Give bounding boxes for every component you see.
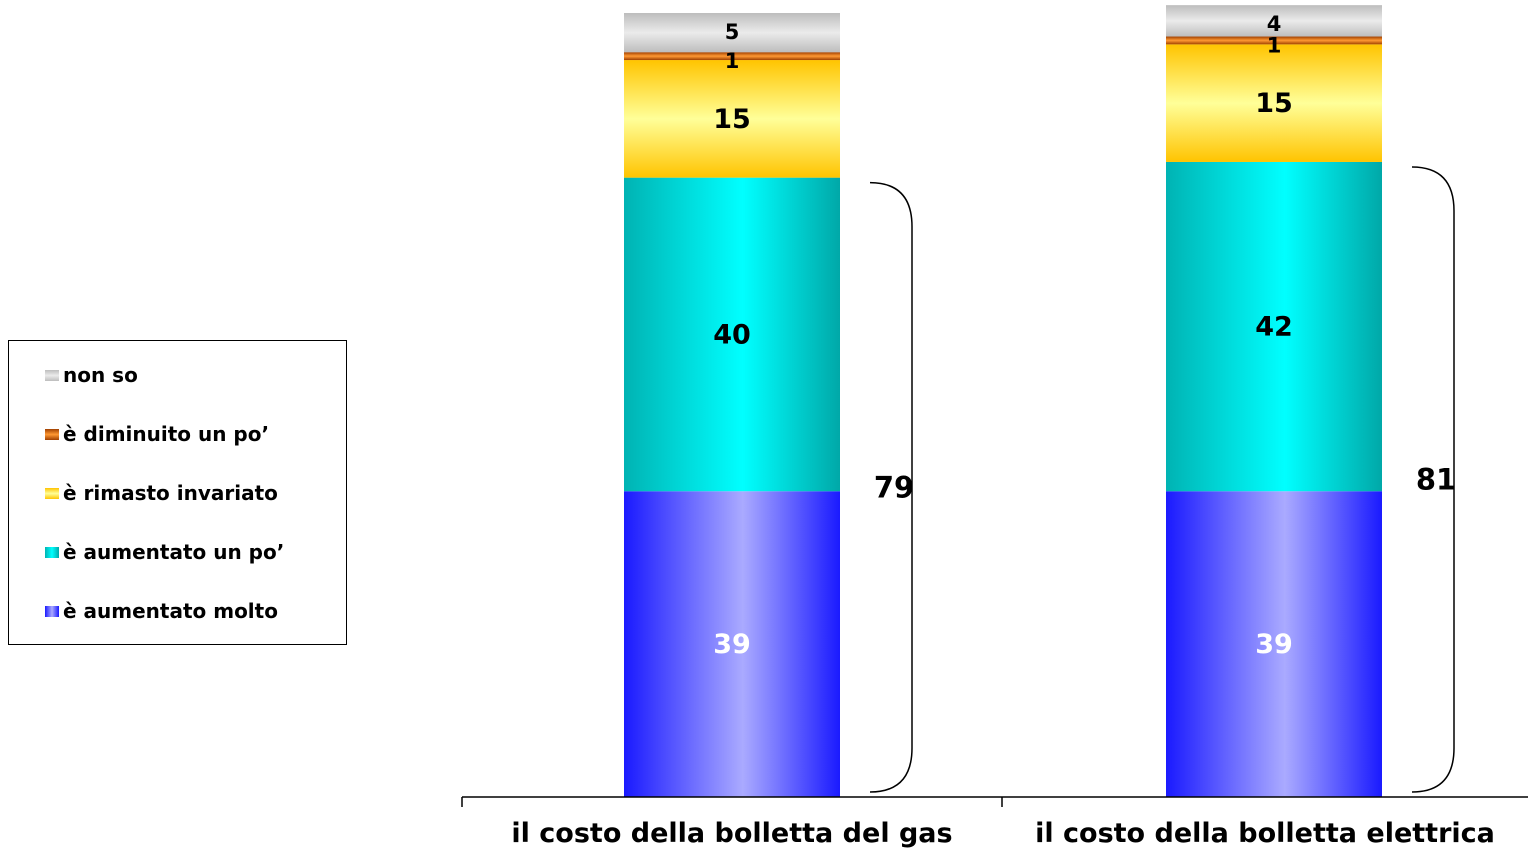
legend-swatch xyxy=(45,605,59,617)
category-label-gas: il costo della bolletta del gas xyxy=(511,818,953,849)
data-label-non-so: 5 xyxy=(725,20,740,44)
bar-segment-non-so xyxy=(1166,5,1382,37)
legend-item-diminuito: è diminuito un po’ xyxy=(45,422,269,446)
bar-segment-diminuito xyxy=(1166,36,1382,45)
legend-label: è rimasto invariato xyxy=(63,481,278,505)
data-label-aumentato-un-po: 40 xyxy=(713,319,751,350)
bar-segment-aumentato-un-po xyxy=(624,177,840,492)
data-label-diminuito: 1 xyxy=(1267,34,1282,58)
bar-segment-invariato xyxy=(624,60,840,178)
bracket-total-label: 81 xyxy=(1416,462,1456,496)
data-label-aumentato-molto: 39 xyxy=(713,629,751,660)
legend-label: non so xyxy=(63,363,138,387)
bar-segment-non-so xyxy=(624,13,840,53)
bar-segment-invariato xyxy=(1166,44,1382,162)
legend-swatch xyxy=(45,369,59,381)
data-label-diminuito: 1 xyxy=(725,49,740,73)
legend-item-aumentato-un-po: è aumentato un po’ xyxy=(45,540,284,564)
chart-legend: non so è diminuito un po’ è rimasto inva… xyxy=(8,340,347,645)
legend-item-non-so: non so xyxy=(45,363,138,387)
bracket-curve xyxy=(1411,166,1455,793)
data-label-invariato: 15 xyxy=(1255,88,1293,119)
bar-segment-aumentato-molto xyxy=(1166,491,1382,797)
legend-label: è aumentato molto xyxy=(63,599,278,623)
legend-item-aumentato-molto: è aumentato molto xyxy=(45,599,278,623)
data-label-invariato: 15 xyxy=(713,104,751,135)
data-label-aumentato-molto: 39 xyxy=(1255,629,1293,660)
legend-swatch xyxy=(45,428,59,440)
bar-segment-diminuito xyxy=(624,52,840,61)
bar-segment-aumentato-un-po xyxy=(1166,161,1382,492)
legend-swatch xyxy=(45,487,59,499)
data-label-aumentato-un-po: 42 xyxy=(1255,312,1293,343)
legend-item-invariato: è rimasto invariato xyxy=(45,481,278,505)
bar-segment-aumentato-molto xyxy=(624,491,840,797)
bracket-total-label: 79 xyxy=(874,470,914,504)
legend-swatch xyxy=(45,546,59,558)
data-label-non-so: 4 xyxy=(1267,12,1282,36)
category-label-elettrica: il costo della bolletta elettrica xyxy=(1035,818,1495,849)
x-axis xyxy=(461,796,1528,807)
legend-label: è aumentato un po’ xyxy=(63,540,285,564)
bracket-curve xyxy=(869,181,913,793)
legend-label: è diminuito un po’ xyxy=(63,422,270,446)
